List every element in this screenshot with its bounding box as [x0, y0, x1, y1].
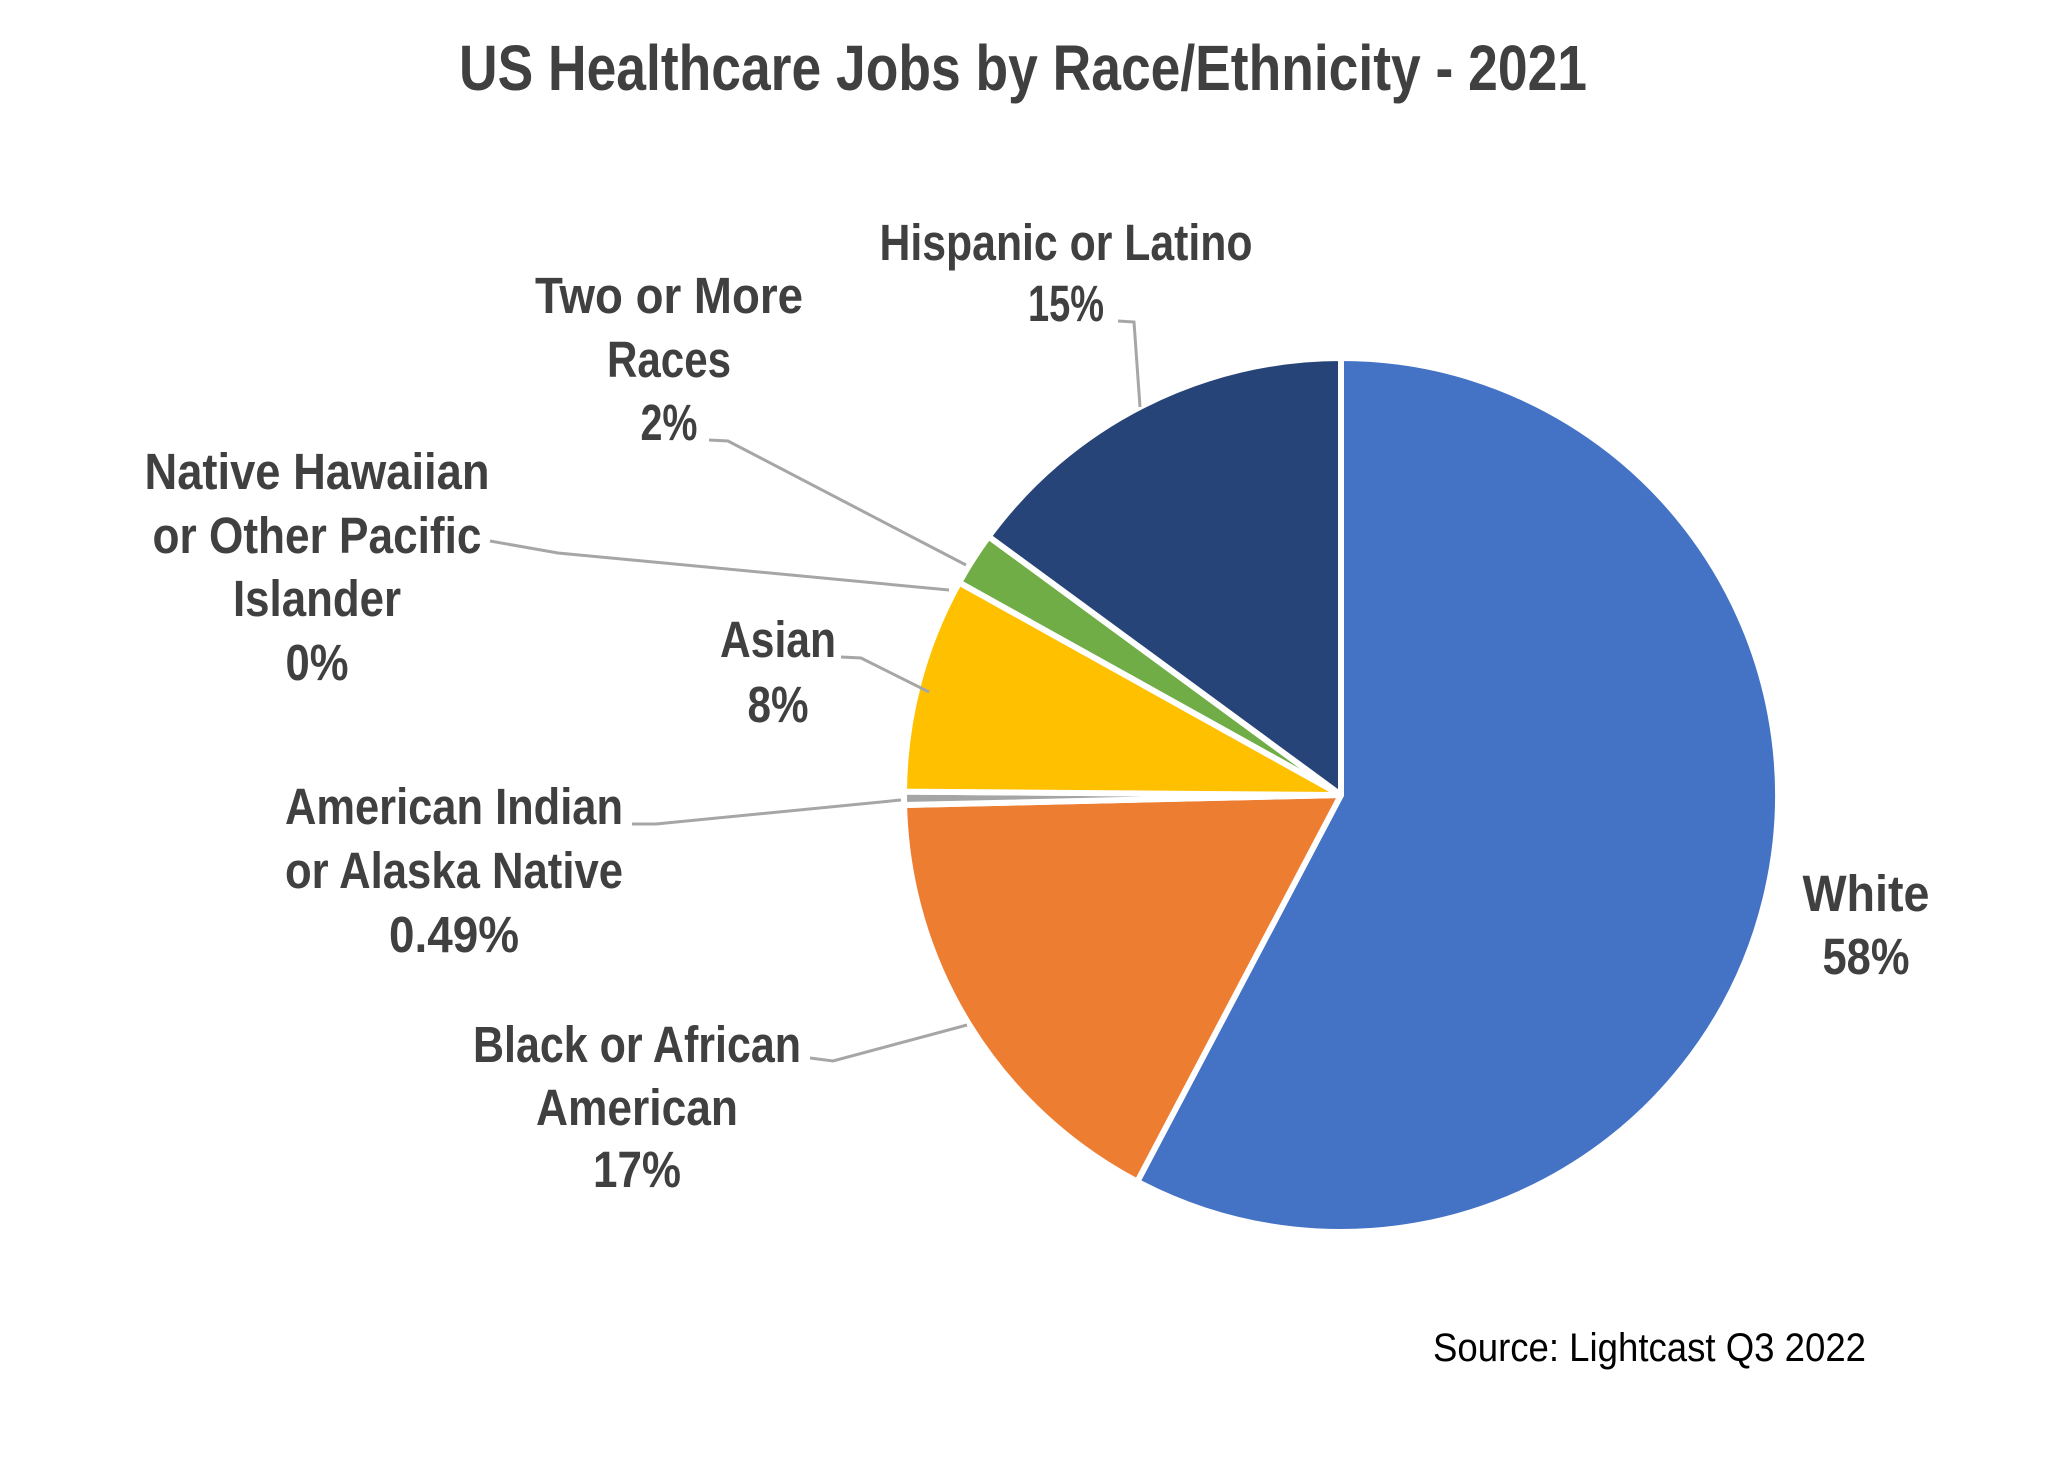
svg-text:0%: 0% [286, 634, 349, 691]
svg-text:58%: 58% [1823, 928, 1910, 985]
svg-text:or Alaska Native: or Alaska Native [285, 842, 623, 899]
svg-text:US Healthcare Jobs by Race/Eth: US Healthcare Jobs by Race/Ethnicity - 2… [459, 32, 1587, 104]
svg-text:Black or African: Black or African [473, 1016, 801, 1073]
svg-text:8%: 8% [748, 676, 809, 733]
svg-text:Two or More: Two or More [535, 267, 803, 324]
svg-text:Hispanic or Latino: Hispanic or Latino [880, 214, 1253, 271]
svg-text:15%: 15% [1028, 275, 1104, 332]
svg-text:Races: Races [607, 331, 731, 388]
svg-text:0.49%: 0.49% [389, 906, 519, 963]
svg-text:17%: 17% [593, 1141, 681, 1198]
svg-text:or Other Pacific: or Other Pacific [153, 507, 482, 564]
svg-text:White: White [1803, 865, 1930, 922]
svg-text:Source: Lightcast Q3 2022: Source: Lightcast Q3 2022 [1433, 1326, 1866, 1370]
svg-text:2%: 2% [641, 394, 698, 451]
svg-text:Asian: Asian [720, 611, 836, 668]
svg-text:Native Hawaiian: Native Hawaiian [145, 443, 490, 500]
svg-text:American: American [536, 1079, 738, 1136]
svg-text:American Indian: American Indian [285, 778, 623, 835]
svg-text:Islander: Islander [233, 570, 401, 627]
